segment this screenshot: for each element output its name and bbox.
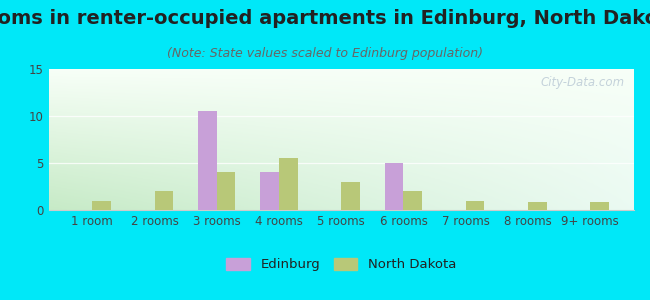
Bar xyxy=(155,191,173,210)
Bar xyxy=(261,172,279,210)
Text: (Note: State values scaled to Edinburg population): (Note: State values scaled to Edinburg p… xyxy=(167,46,483,59)
Bar xyxy=(404,191,422,210)
Bar xyxy=(92,201,111,210)
Bar xyxy=(385,163,404,210)
Bar xyxy=(198,111,217,210)
Bar xyxy=(465,201,484,210)
Text: Rooms in renter-occupied apartments in Edinburg, North Dakota: Rooms in renter-occupied apartments in E… xyxy=(0,9,650,28)
Bar xyxy=(590,202,609,210)
Bar xyxy=(341,182,360,210)
Legend: Edinburg, North Dakota: Edinburg, North Dakota xyxy=(221,252,462,277)
Text: City-Data.com: City-Data.com xyxy=(541,76,625,89)
Bar xyxy=(217,172,235,210)
Bar xyxy=(279,158,298,210)
Bar xyxy=(528,202,547,210)
